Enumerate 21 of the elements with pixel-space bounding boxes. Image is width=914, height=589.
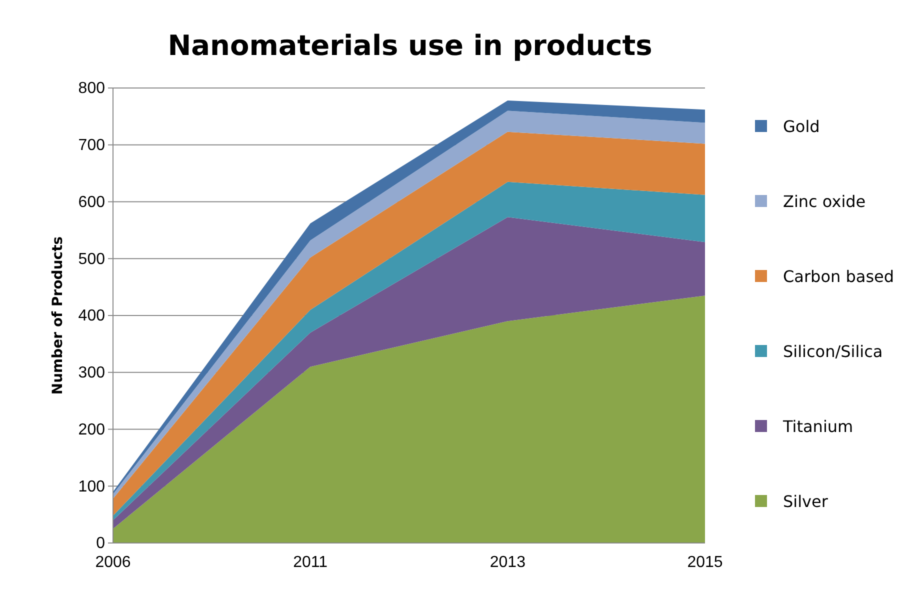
- legend-label: Silicon/Silica: [783, 342, 883, 361]
- y-tick-label: 0: [96, 535, 106, 552]
- legend-label: Zinc oxide: [783, 192, 866, 211]
- y-tick-label: 500: [78, 250, 106, 268]
- legend-label: Silver: [783, 492, 828, 511]
- y-tick-label: 400: [78, 308, 106, 325]
- chart-title: Nanomaterials use in products: [168, 29, 652, 62]
- y-tick-label: 300: [78, 364, 106, 382]
- x-tick-label: 2006: [95, 554, 131, 571]
- y-tick-label: 700: [78, 136, 106, 154]
- x-tick-label: 2015: [687, 554, 723, 571]
- x-tick-label: 2011: [293, 554, 328, 571]
- y-tick-label: 200: [78, 421, 106, 438]
- y-tick-label: 100: [78, 478, 106, 496]
- x-tick-label: 2013: [490, 554, 526, 571]
- y-axis-title: Number of Products: [50, 236, 66, 395]
- y-tick-label: 600: [78, 194, 106, 211]
- legend-label: Carbon based: [783, 267, 894, 286]
- y-tick-label: 800: [78, 80, 106, 98]
- legend-label: Titanium: [782, 417, 854, 436]
- legend-label: Gold: [783, 117, 820, 136]
